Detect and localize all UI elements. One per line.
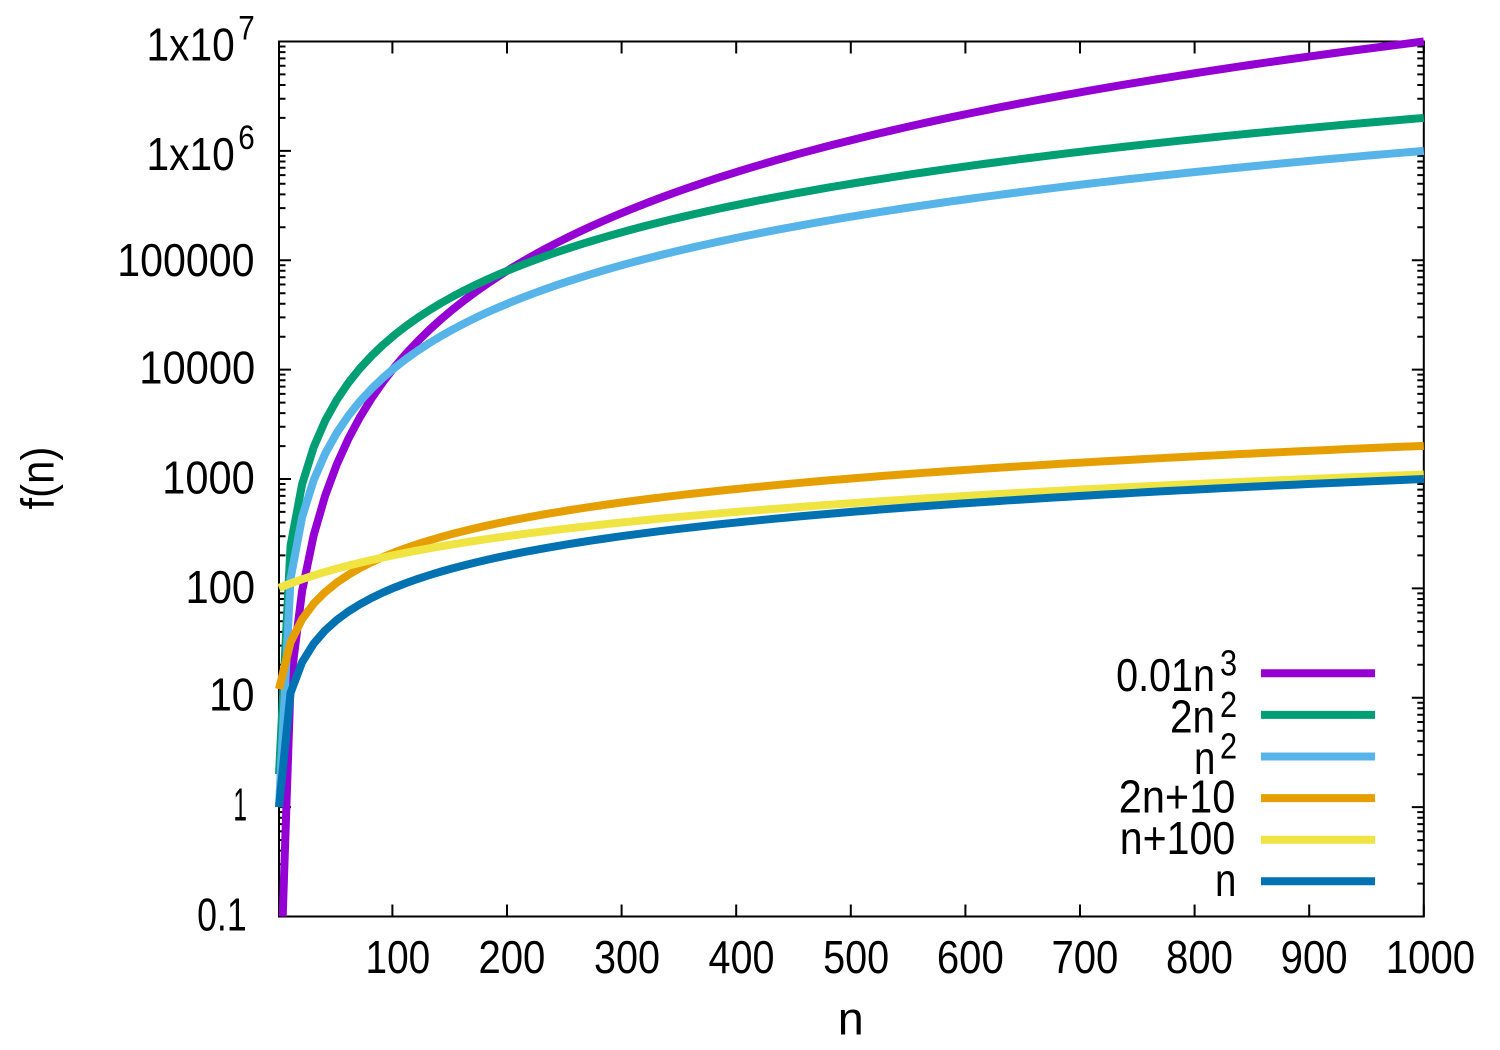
svg-text:100: 100	[366, 931, 431, 983]
svg-text:500: 500	[823, 931, 889, 983]
svg-text:10: 10	[209, 669, 254, 721]
svg-text:2n: 2n	[1170, 691, 1215, 743]
svg-text:1000: 1000	[1386, 931, 1475, 983]
svg-text:n: n	[1194, 732, 1215, 784]
svg-text:1x10: 1x10	[147, 128, 235, 180]
svg-text:100: 100	[186, 561, 256, 613]
svg-text:2n+10: 2n+10	[1119, 771, 1236, 823]
svg-text:800: 800	[1166, 931, 1233, 983]
svg-text:1: 1	[233, 779, 247, 831]
svg-text:n+100: n+100	[1120, 812, 1235, 864]
svg-text:2: 2	[1220, 684, 1237, 725]
svg-text:400: 400	[709, 931, 775, 983]
svg-text:6: 6	[238, 119, 255, 157]
svg-text:200: 200	[478, 931, 545, 983]
svg-text:f(n): f(n)	[11, 447, 63, 510]
svg-text:600: 600	[937, 931, 1004, 983]
svg-text:1x10: 1x10	[147, 19, 235, 71]
svg-text:300: 300	[594, 931, 660, 983]
svg-text:0.1: 0.1	[197, 889, 247, 941]
svg-text:7: 7	[238, 10, 255, 48]
svg-text:3: 3	[1220, 643, 1237, 684]
svg-text:900: 900	[1281, 931, 1348, 983]
svg-text:n: n	[838, 993, 864, 1045]
svg-text:2: 2	[1220, 726, 1237, 767]
svg-text:n: n	[1215, 854, 1236, 906]
svg-text:700: 700	[1051, 931, 1118, 983]
svg-text:0.01n: 0.01n	[1116, 649, 1215, 701]
svg-text:1000: 1000	[162, 451, 254, 503]
svg-text:10000: 10000	[139, 342, 255, 394]
svg-text:100000: 100000	[117, 234, 254, 286]
